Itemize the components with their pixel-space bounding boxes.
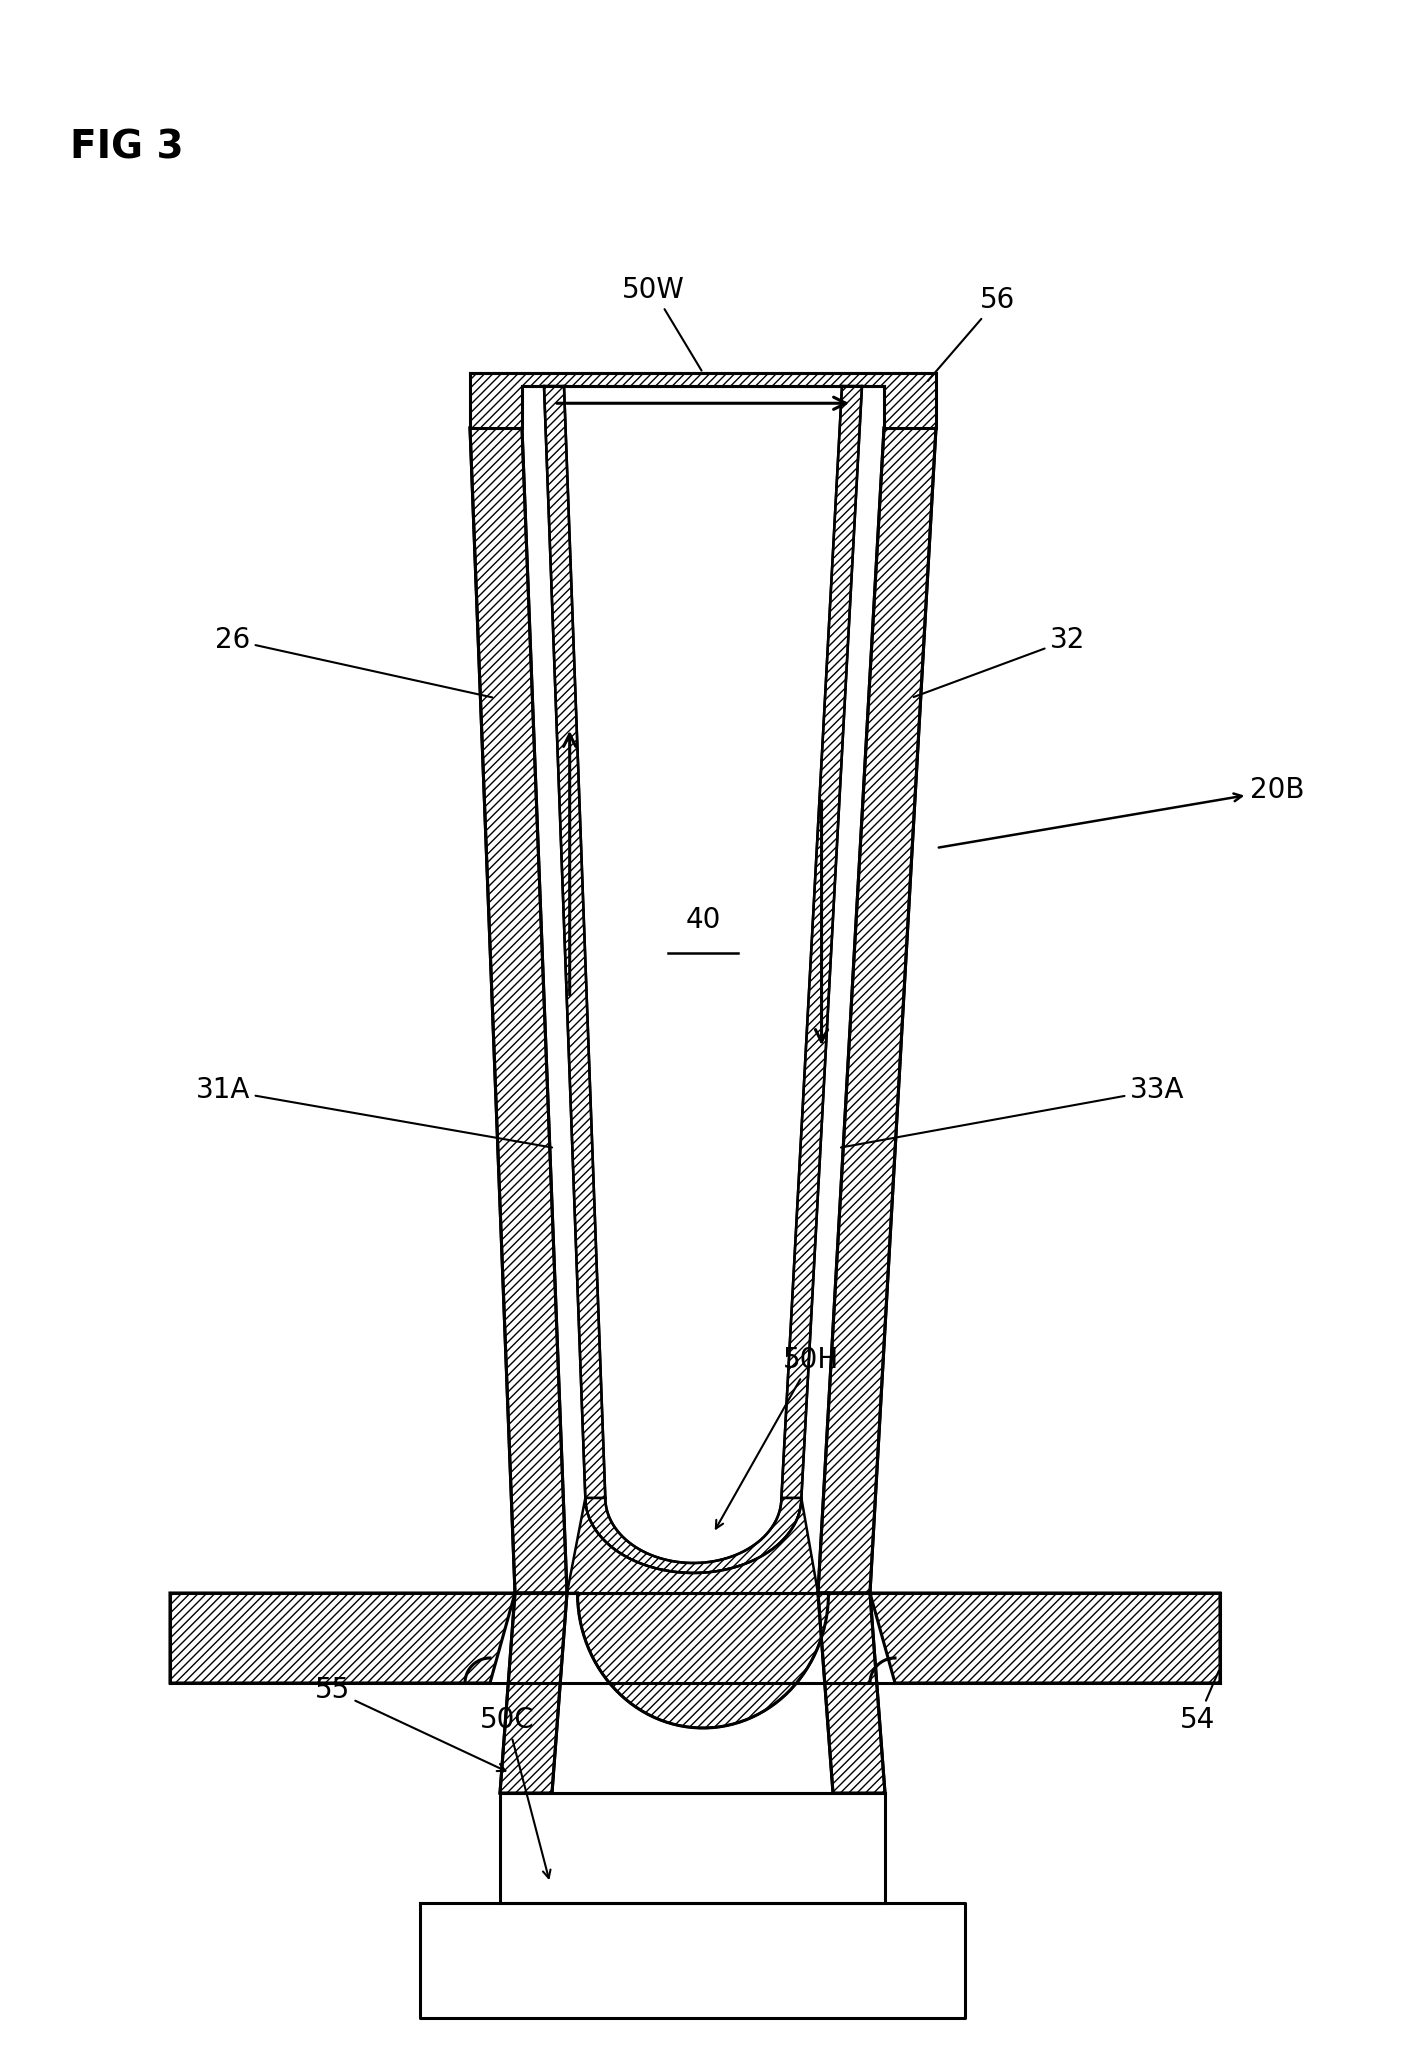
Text: 31A: 31A (196, 1075, 552, 1147)
Text: 50C: 50C (480, 1706, 550, 1878)
Text: 40: 40 (685, 905, 720, 934)
Bar (499, 1792, 885, 1903)
Text: 55: 55 (315, 1675, 505, 1772)
Polygon shape (545, 385, 605, 1497)
Polygon shape (817, 1593, 885, 1792)
Polygon shape (781, 385, 862, 1497)
Polygon shape (585, 1497, 802, 1573)
Polygon shape (567, 1497, 829, 1729)
Polygon shape (817, 428, 936, 1593)
Text: 26: 26 (215, 627, 492, 698)
Polygon shape (470, 428, 567, 1593)
Text: 50W: 50W (622, 276, 702, 371)
Polygon shape (870, 1593, 1220, 1683)
Text: 32: 32 (913, 627, 1085, 696)
Text: FIG 3: FIG 3 (70, 129, 184, 166)
Polygon shape (170, 1593, 515, 1683)
Polygon shape (499, 1593, 567, 1792)
Text: 54: 54 (1180, 1671, 1218, 1735)
Text: 50H: 50H (716, 1346, 839, 1528)
Polygon shape (470, 373, 936, 428)
Text: 56: 56 (927, 287, 1016, 381)
Text: 20B: 20B (938, 776, 1304, 848)
Text: 33A: 33A (841, 1075, 1185, 1147)
